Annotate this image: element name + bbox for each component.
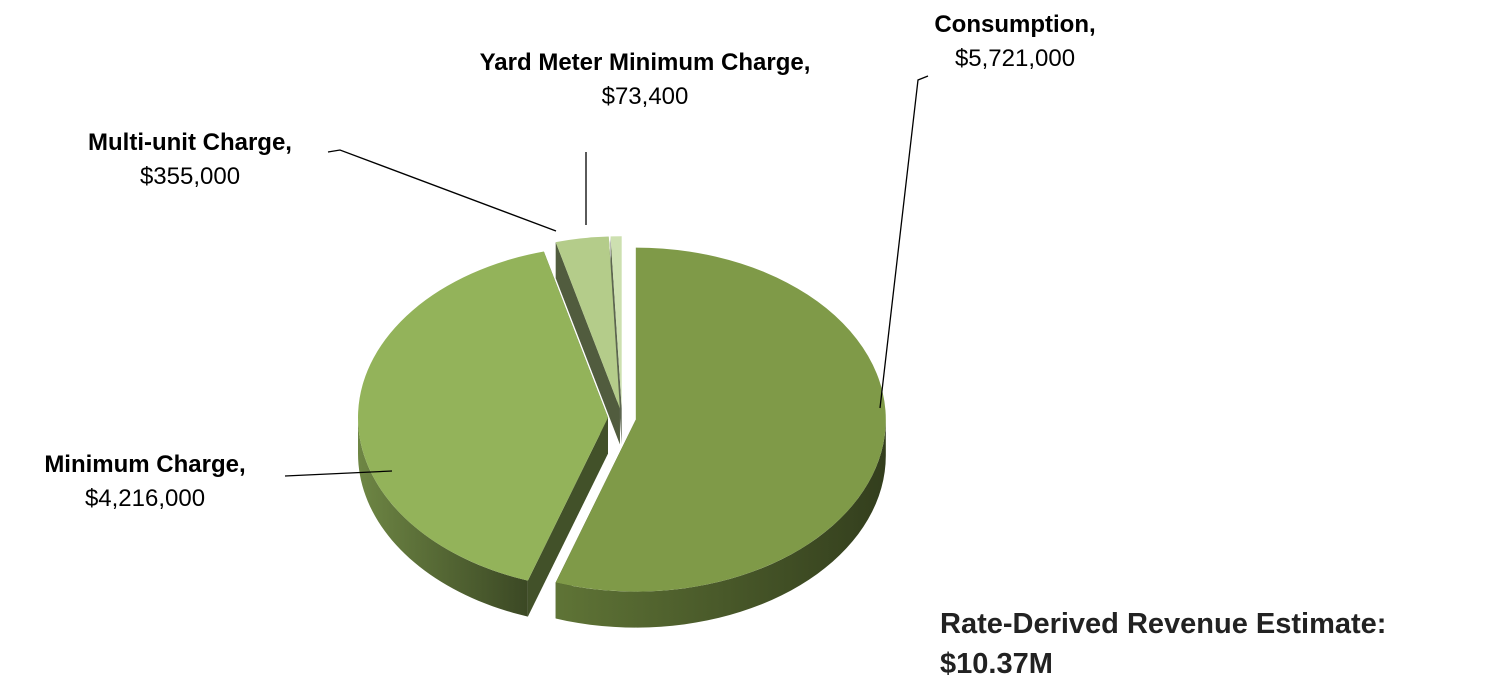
data-label: Consumption, $5,721,000 [895, 8, 1135, 76]
slice-side [358, 417, 528, 617]
annotation-line: $10.37M [940, 648, 1053, 680]
data-label: Multi-unit Charge, $355,000 [45, 126, 335, 194]
leader-line [879, 75, 929, 409]
category-label: Yard Meter Minimum Charge, [479, 49, 811, 76]
leader-lines [284, 75, 929, 477]
leader-line [284, 470, 393, 477]
leader-line [327, 149, 557, 232]
slice-cut-face [527, 417, 609, 617]
data-label: Yard Meter Minimum Charge, $73,400 [470, 46, 820, 114]
annotation-line: Rate-Derived Revenue Estimate: [940, 608, 1387, 640]
value-label: $73,400 [601, 83, 689, 110]
data-label: Minimum Charge, $4,216,000 [0, 448, 290, 516]
annotation: Rate-Derived Revenue Estimate: $10.37M [940, 604, 1386, 684]
value-label: $355,000 [139, 163, 241, 190]
category-label: Multi-unit Charge, [88, 129, 292, 156]
slice-side [555, 419, 886, 628]
slice-cut-face [555, 242, 620, 445]
slice-tops [358, 236, 886, 592]
value-label: $4,216,000 [84, 485, 206, 512]
category-label: Consumption, [934, 11, 1096, 38]
slice [358, 251, 609, 581]
slice [555, 236, 620, 409]
slice [555, 247, 886, 592]
category-label: Minimum Charge, [44, 451, 246, 478]
slice-cut-face [610, 236, 622, 445]
value-label: $5,721,000 [954, 45, 1076, 72]
slice [610, 236, 622, 409]
